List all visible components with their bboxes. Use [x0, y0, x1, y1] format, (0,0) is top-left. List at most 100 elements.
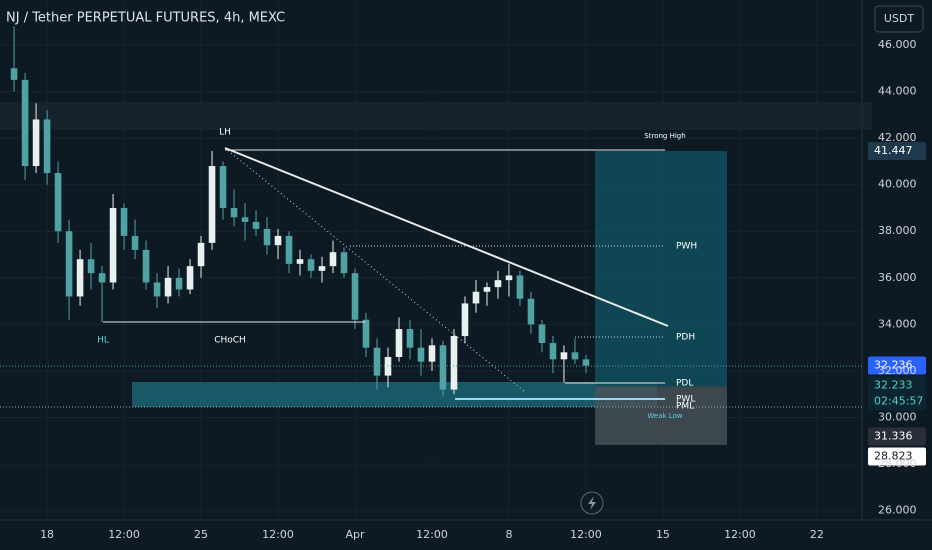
price-badge — [868, 376, 926, 411]
y-tick-label: 28.000 — [878, 457, 917, 470]
candle-body — [538, 324, 546, 344]
candle-body — [164, 277, 172, 297]
candle-body — [494, 280, 502, 288]
price-badge — [868, 356, 926, 375]
candle-body — [175, 277, 183, 290]
candle-body — [219, 166, 227, 208]
candle-body — [571, 352, 579, 360]
price-badge — [868, 447, 926, 466]
candle-body — [428, 345, 436, 362]
annotation: HL — [97, 336, 109, 346]
x-tick-label: 8 — [505, 528, 512, 541]
candle-body — [87, 259, 95, 274]
price-badge-label: 28.823 — [874, 449, 913, 462]
candle-body — [153, 282, 161, 297]
x-tick-label: 18 — [40, 528, 54, 541]
candle-body — [285, 235, 293, 264]
y-tick-label: 30.000 — [878, 411, 917, 424]
candle-body — [274, 235, 282, 246]
x-tick-label: 12:00 — [724, 528, 756, 541]
target-zone — [595, 150, 727, 387]
supply-zone — [0, 102, 872, 130]
candle-body — [21, 79, 29, 167]
x-tick-label: Apr — [345, 528, 365, 541]
x-tick-label: 22 — [810, 528, 824, 541]
candle-body — [208, 166, 216, 243]
candle-body — [43, 119, 51, 174]
candle-body — [252, 221, 260, 229]
candle-body — [131, 235, 139, 250]
y-tick-label: 36.000 — [878, 271, 917, 284]
x-tick-label: 15 — [656, 528, 670, 541]
x-tick-label: 25 — [194, 528, 208, 541]
candle-body — [329, 252, 337, 267]
demand-zone — [132, 382, 657, 407]
candle-body — [120, 207, 128, 236]
price-badge-label: 32.233 — [874, 378, 913, 391]
price-badge — [868, 141, 926, 160]
currency[interactable]: USDT — [884, 12, 915, 25]
y-tick-label: 38.000 — [878, 224, 917, 237]
x-tick-label: 12:00 — [570, 528, 602, 541]
candle-body — [186, 266, 194, 290]
candle-body — [10, 68, 18, 80]
candle-body — [109, 207, 117, 283]
annotation: PDL — [676, 379, 693, 389]
price-badge-label: 41.447 — [874, 144, 913, 157]
candle-body — [362, 319, 370, 348]
annotation: PWH — [676, 242, 697, 252]
candle-body — [318, 266, 326, 271]
candle-body — [142, 249, 150, 283]
candle-body — [406, 329, 414, 348]
lightning-icon[interactable] — [580, 491, 604, 515]
trendline — [224, 147, 526, 393]
trendline — [224, 147, 669, 327]
countdown: 02:45:57 — [874, 394, 923, 407]
candle-body — [351, 273, 359, 320]
candle-body — [505, 275, 513, 281]
candle-body — [395, 329, 403, 357]
annotation: CHoCH — [214, 336, 246, 346]
candle-body — [516, 275, 524, 299]
y-tick-label: 46.000 — [878, 38, 917, 51]
y-tick-label: 34.000 — [878, 317, 917, 330]
candle-body — [483, 287, 491, 292]
candle-body — [197, 242, 205, 267]
y-tick-label: 26.000 — [878, 504, 917, 517]
x-tick-label: 12:00 — [108, 528, 140, 541]
x-tick-label: 12:00 — [416, 528, 448, 541]
candle-body — [241, 217, 249, 222]
annotation: LH — [219, 128, 231, 138]
y-tick-label: 40.000 — [878, 178, 917, 191]
candle-body — [230, 207, 238, 218]
candle-body — [98, 273, 106, 283]
y-tick-label: 42.000 — [878, 131, 917, 144]
candle-body — [560, 352, 568, 360]
price-badge-label: 32.236 — [874, 358, 913, 371]
candle-body — [373, 347, 381, 376]
annotation: PML — [676, 402, 694, 412]
annotation: PDH — [676, 333, 695, 343]
lightning-glyph — [588, 496, 596, 510]
price-badge — [868, 427, 926, 446]
candle-body — [472, 291, 480, 304]
candle-body — [32, 119, 40, 167]
candle-body — [582, 359, 590, 366]
candle-body — [307, 259, 315, 271]
candle-body — [417, 347, 425, 362]
annotation: Strong High — [644, 132, 685, 140]
chart-title: NJ / Tether PERPETUAL FUTURES, 4h, MEXC — [6, 11, 285, 26]
price-badge-label: 31.336 — [874, 429, 913, 442]
candle-body — [549, 343, 557, 360]
candle-body — [296, 259, 304, 264]
candle-body — [439, 345, 447, 390]
candle-body — [527, 298, 535, 325]
candle-body — [76, 259, 84, 297]
annotation: Weak Low — [647, 412, 682, 420]
y-tick-label: 32.000 — [878, 364, 917, 377]
candle-body — [65, 231, 73, 297]
currency-button[interactable] — [874, 5, 924, 33]
candle-body — [54, 173, 62, 232]
candle-body — [450, 336, 458, 390]
